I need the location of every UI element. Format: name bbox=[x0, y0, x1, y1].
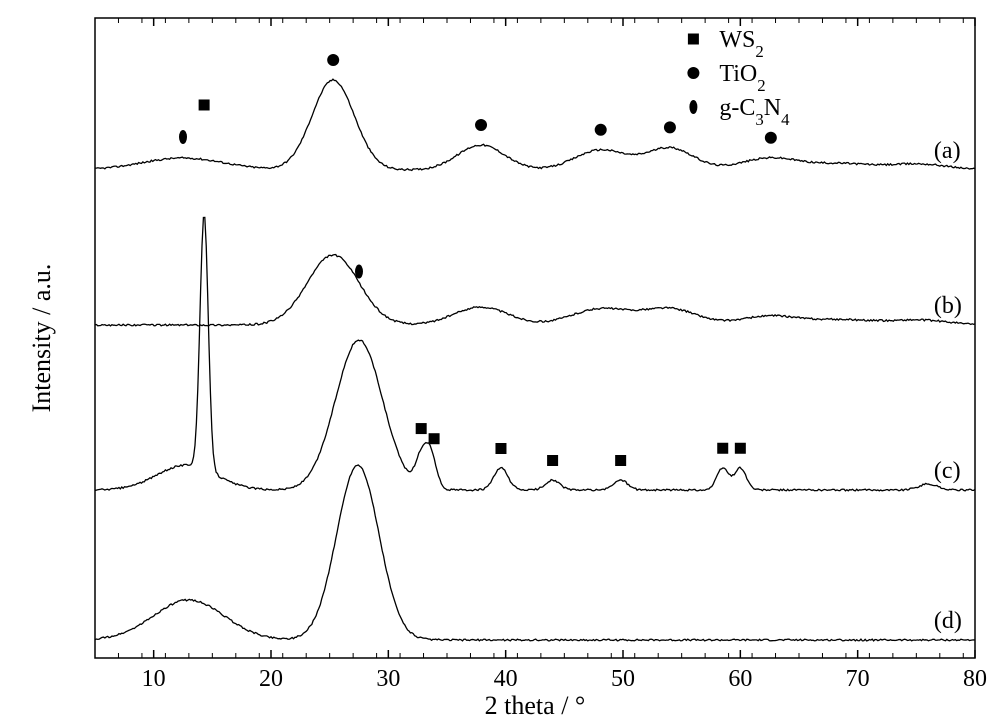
svg-text:2 theta / °: 2 theta / ° bbox=[485, 691, 586, 720]
svg-text:10: 10 bbox=[142, 666, 166, 692]
svg-text:(a): (a) bbox=[934, 138, 961, 164]
svg-text:(b): (b) bbox=[934, 293, 962, 319]
svg-text:Intensity / a.u.: Intensity / a.u. bbox=[27, 264, 56, 413]
svg-text:(c): (c) bbox=[934, 458, 961, 484]
svg-text:40: 40 bbox=[494, 666, 518, 692]
chart-svg: 10 20 30 40 50 60 70 80 2 theta / ° Intensity / a… bbox=[0, 0, 1000, 722]
svg-text:g-C3N4: g-C3N4 bbox=[719, 95, 790, 129]
svg-text:60: 60 bbox=[728, 666, 752, 692]
svg-text:70: 70 bbox=[846, 666, 870, 692]
svg-text:30: 30 bbox=[376, 666, 400, 692]
svg-text:50: 50 bbox=[611, 666, 635, 692]
svg-text:80: 80 bbox=[963, 666, 987, 692]
svg-text:TiO2: TiO2 bbox=[719, 61, 765, 95]
xrd-chart: 10 20 30 40 50 60 70 80 2 theta / ° Intensity / a… bbox=[0, 0, 1000, 722]
svg-text:WS2: WS2 bbox=[719, 27, 763, 61]
svg-text:20: 20 bbox=[259, 666, 283, 692]
svg-text:(d): (d) bbox=[934, 608, 962, 634]
